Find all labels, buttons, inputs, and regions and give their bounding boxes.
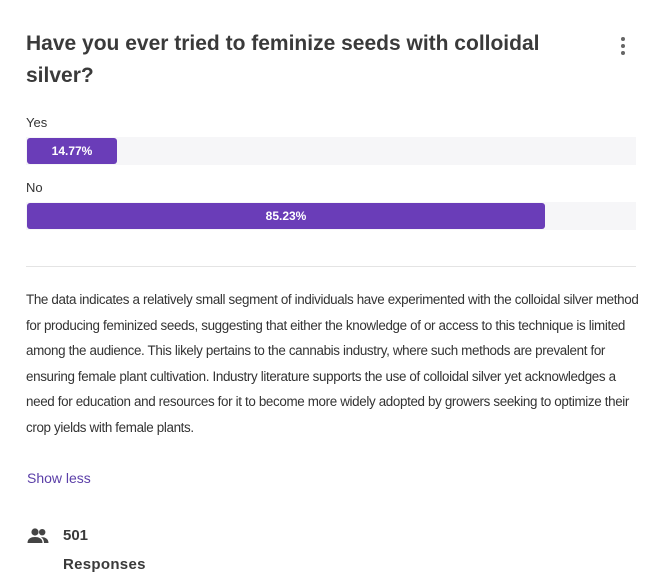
percent-label: 14.77% (51, 144, 93, 158)
result-bar-fill: 14.77% (27, 138, 117, 164)
responses-count: 501 (63, 527, 89, 544)
result-bar-track: 14.77% (26, 137, 636, 165)
result-bar-fill: 85.23% (27, 203, 545, 229)
percent-label: 85.23% (265, 209, 307, 223)
more-options-button[interactable] (612, 34, 634, 58)
more-vert-icon (621, 37, 625, 41)
option-label: No (26, 180, 43, 195)
show-less-link[interactable]: Show less (27, 470, 91, 486)
ai-summary-text: The data indicates a relatively small se… (26, 292, 639, 435)
option-label: Yes (26, 115, 48, 130)
more-vert-icon-dot (621, 44, 625, 48)
result-bar-track: 85.23% (26, 202, 636, 230)
divider (26, 266, 636, 267)
people-icon (27, 528, 49, 543)
option-yes: Yes 14.77% (26, 115, 636, 165)
option-no: No 85.23% (26, 180, 636, 230)
more-vert-icon-dot (621, 51, 625, 55)
responses-label: Responses (63, 556, 146, 573)
question-title: Have you ever tried to feminize seeds wi… (26, 32, 540, 87)
